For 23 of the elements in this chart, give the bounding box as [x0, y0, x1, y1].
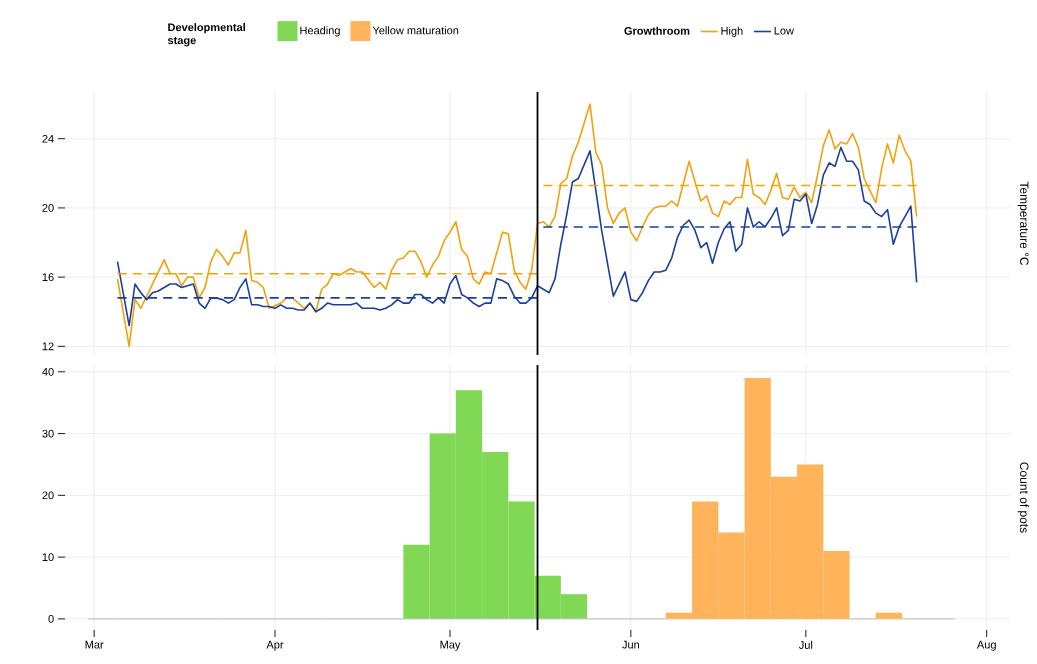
y-tick-label: 20: [42, 491, 54, 500]
x-tick-label: May: [440, 640, 461, 651]
y-tick-label: 40: [42, 367, 54, 376]
legend-title: Growthroom: [624, 26, 690, 35]
x-tick-label: Jun: [622, 640, 639, 649]
y-axis-title: Temperature °C: [1017, 181, 1029, 266]
y-axis-title: Count of pots: [1017, 462, 1029, 533]
x-tick-label: Jul: [798, 640, 813, 649]
y-tick-label: 24: [42, 134, 54, 143]
legend-label: High: [721, 26, 743, 37]
y-tick-label: 10: [42, 553, 54, 562]
legend-title: Developmental stage: [167, 23, 245, 47]
x-tick-label: Aug: [976, 640, 996, 651]
y-tick-label: 16: [42, 273, 54, 282]
y-tick-label: 12: [42, 342, 54, 351]
legend-label: Yellow maturation: [372, 26, 459, 35]
legend-label: Low: [774, 26, 794, 35]
y-tick-label: 20: [42, 204, 54, 212]
x-tick-label: Mar: [85, 640, 104, 649]
y-tick-label: 30: [42, 429, 54, 438]
legend-label: Heading: [300, 26, 340, 37]
x-tick-label: Apr: [266, 640, 284, 651]
y-tick-label: 0: [48, 614, 54, 623]
